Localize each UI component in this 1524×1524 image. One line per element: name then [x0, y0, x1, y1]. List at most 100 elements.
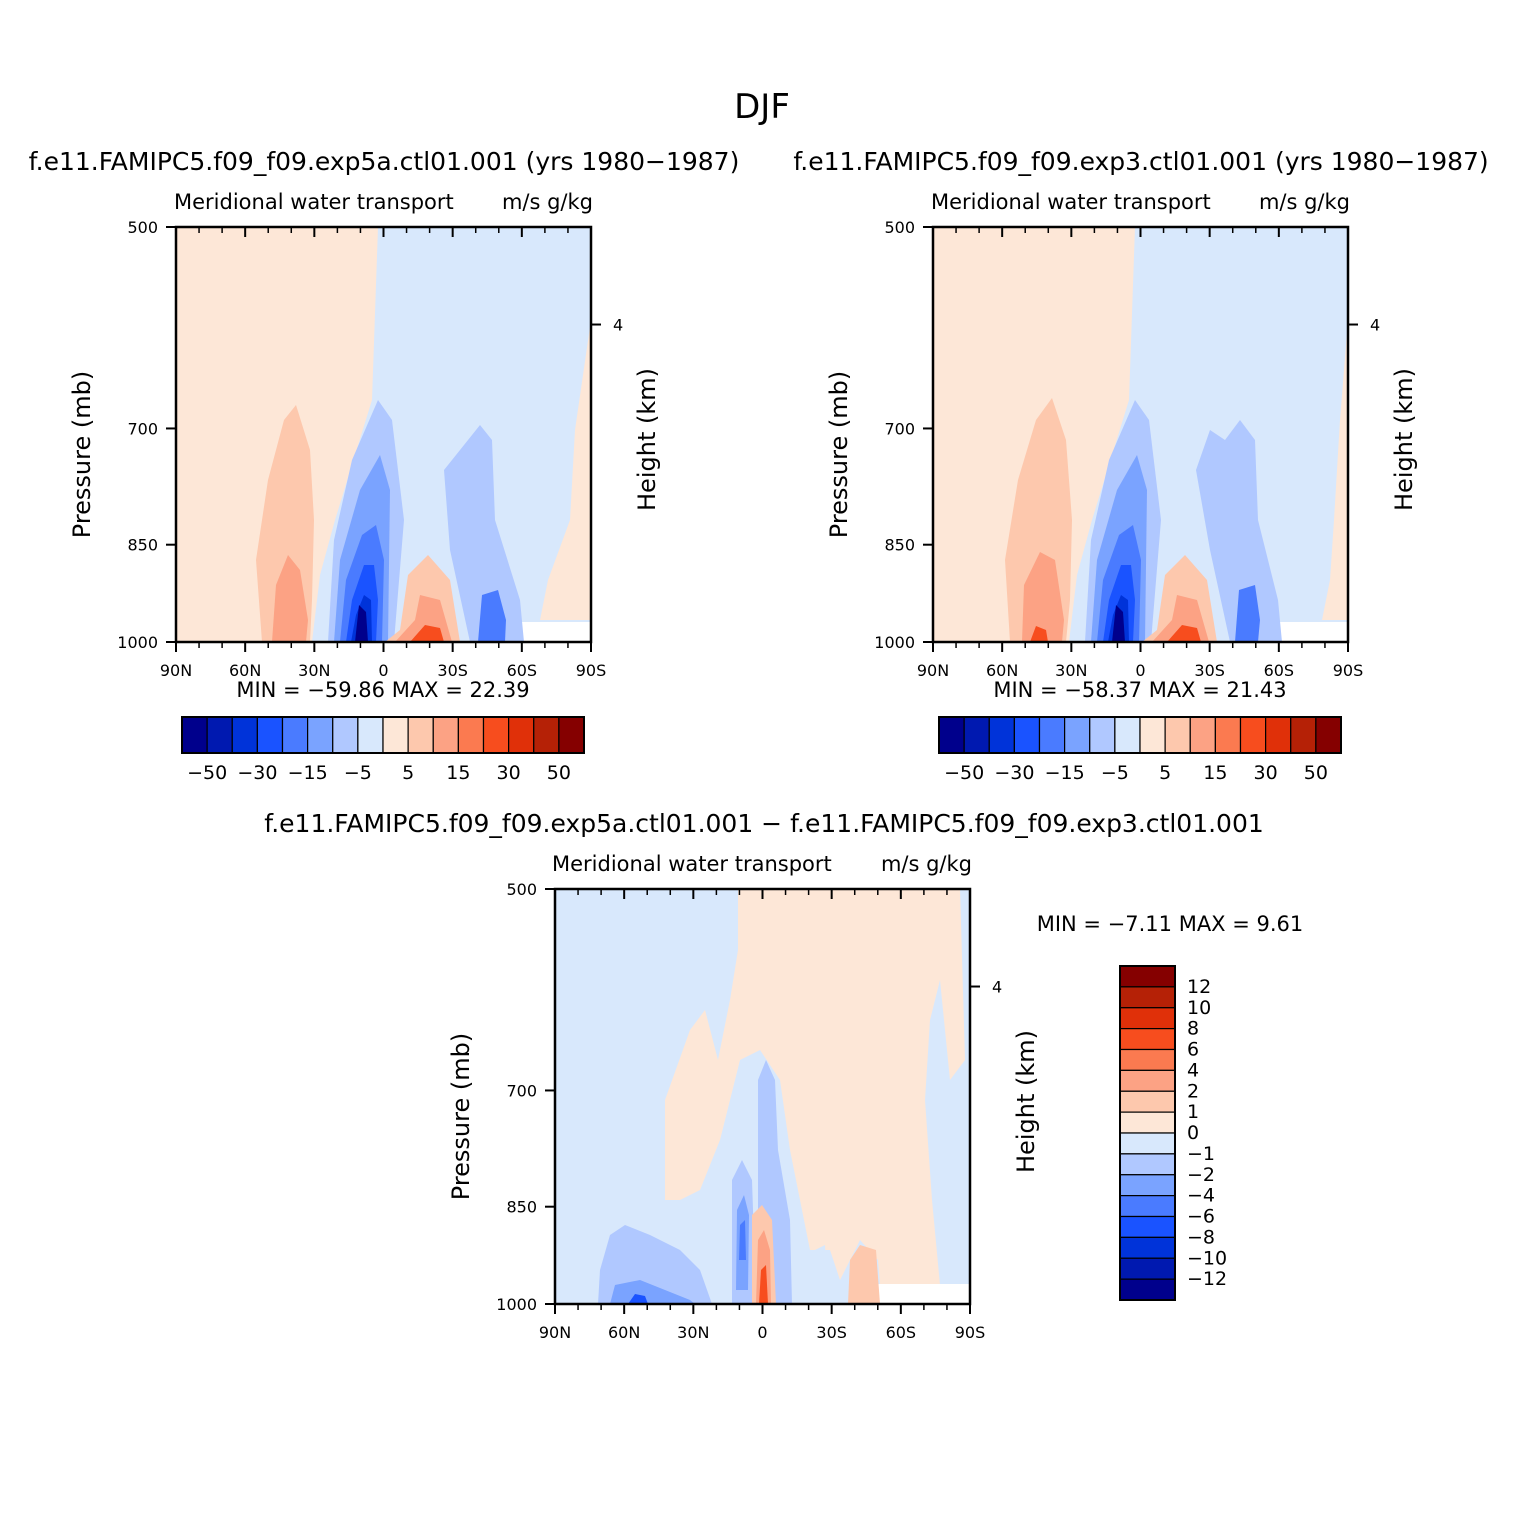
colorbar-label: −5: [1101, 762, 1129, 784]
colorbar-swatch: [407, 716, 434, 754]
panel-3-contour-neg-4-north: [628, 1294, 648, 1304]
x-tick-label: 60S: [886, 1323, 917, 1342]
colorbar-swatch: [1119, 965, 1176, 988]
panel-3-axes: 90N 60N 30N 0 30S 60S 90S 500 700 850 1000 4 Pressur…: [447, 880, 1040, 1342]
colorbar-frame: [181, 716, 585, 754]
panel-3-contour-pos-6-equator: [759, 1265, 768, 1304]
x-tick-label: 30S: [816, 1323, 847, 1342]
x-tick-label: 60S: [1264, 661, 1295, 680]
panel-1-contours: [176, 227, 591, 642]
x-tick-label: 0: [378, 661, 388, 680]
colorbar-swatch: [1119, 1028, 1176, 1051]
panel-2-contour-neg-7-equator: [1112, 605, 1125, 642]
colorbar-label: 2: [1187, 1080, 1199, 1102]
panel-3-contour-neg-4-equator: [739, 1220, 746, 1260]
panel-2-contours: [933, 227, 1348, 642]
colorbar-swatch: [1119, 1132, 1176, 1155]
panel-3-contour-positive-high-left: [738, 889, 752, 1000]
colorbar-label: 5: [1159, 762, 1171, 784]
x-tick-label: 30S: [437, 661, 468, 680]
panel-2-min-max: MIN = −58.37 MAX = 21.43: [993, 678, 1286, 702]
colorbar-label: 0: [1187, 1122, 1199, 1144]
colorbar-swatch: [1119, 1048, 1176, 1071]
y-tick-label: 850: [127, 536, 158, 555]
panel-1-contour-north-positive: [176, 227, 378, 642]
colorbar-label: 4: [1187, 1059, 1199, 1081]
panel-3-contours: [555, 889, 970, 1304]
y2-tick-label: 4: [1370, 316, 1380, 335]
panel-1-contour-neg-2-south: [444, 425, 524, 642]
panel-1-contour-neg-4-south: [478, 590, 506, 642]
panel-1-contour-pos-6-south: [410, 625, 444, 642]
colorbar-label: −50: [187, 762, 227, 784]
panel-1-contour-south-positive: [540, 320, 591, 620]
colorbar-swatch: [1119, 1278, 1176, 1301]
colorbar-label: 8: [1187, 1018, 1199, 1040]
colorbar-label: −15: [288, 762, 328, 784]
x-tick-label: 0: [757, 1323, 767, 1342]
y-tick-label: 500: [506, 880, 537, 899]
panel-1-contour-missing: [505, 622, 591, 642]
colorbar-label: −5: [344, 762, 372, 784]
panel-1-left-title: Meridional water transport: [174, 190, 454, 214]
colorbar-label: −30: [237, 762, 277, 784]
panel-3-case-title: f.e11.FAMIPC5.f09_f09.exp5a.ctl01.001 − …: [264, 809, 1264, 838]
colorbar-swatch: [1214, 716, 1242, 754]
colorbar-swatch: [1119, 1069, 1176, 1092]
panel-3-min-max: MIN = −7.11 MAX = 9.61: [1037, 912, 1304, 936]
x-tick-label: 90S: [576, 661, 607, 680]
panel-2-contour-south-positive: [1322, 320, 1348, 620]
colorbar-swatch: [432, 716, 459, 754]
x-tick-label: 0: [1135, 661, 1145, 680]
colorbar-label: 5: [402, 762, 414, 784]
colorbar-swatch: [181, 716, 208, 754]
y2-axis-label: Height (km): [1390, 368, 1418, 511]
y2-axis-label: Height (km): [633, 368, 661, 511]
x-tick-label: 90S: [1333, 661, 1364, 680]
colorbar-label: 15: [446, 762, 470, 784]
colorbar-swatch: [1114, 716, 1141, 754]
panel-3-contour-pos-2-south: [848, 1245, 880, 1304]
colorbar-label: −2: [1187, 1164, 1215, 1186]
y-tick-label: 500: [884, 218, 915, 237]
panel-1-right-title: m/s g/kg: [502, 190, 593, 214]
colorbar-swatch: [1119, 1195, 1176, 1218]
panel-2-axes: 90N 60N 30N 0 30S 60S 90S 500 700 850 1000 4 Pressur…: [825, 218, 1418, 680]
y-tick-label: 700: [884, 419, 915, 438]
y-axis-label: Pressure (mb): [447, 1033, 475, 1200]
colorbar-label: −6: [1187, 1206, 1215, 1228]
colorbar-label: −30: [994, 762, 1034, 784]
colorbar-label: −10: [1187, 1247, 1227, 1269]
colorbar-swatch: [281, 716, 309, 754]
panel-1-case-title: f.e11.FAMIPC5.f09_f09.exp5a.ctl01.001 (y…: [29, 147, 740, 176]
panel-2-left-title: Meridional water transport: [931, 190, 1211, 214]
colorbar-swatch: [1119, 1257, 1176, 1280]
y-tick-label: 500: [127, 218, 158, 237]
colorbar-swatch: [508, 716, 535, 754]
x-tick-label: 90N: [160, 661, 192, 680]
figure-title: DJF: [734, 87, 790, 127]
x-tick-label: 30N: [677, 1323, 709, 1342]
panel-3-contour-positive-main: [665, 889, 965, 1285]
colorbar-label: −15: [1045, 762, 1085, 784]
colorbar-swatch: [1189, 716, 1216, 754]
colorbar-swatch: [1315, 716, 1342, 754]
x-tick-label: 30N: [298, 661, 330, 680]
colorbar-swatch: [1119, 986, 1176, 1009]
x-tick-label: 60N: [608, 1323, 640, 1342]
x-tick-label: 90N: [917, 661, 949, 680]
colorbar-label: 15: [1203, 762, 1227, 784]
panel-2-right-title: m/s g/kg: [1259, 190, 1350, 214]
panel-3-contour-neg-2-north: [610, 1280, 695, 1304]
colorbar-swatch: [231, 716, 258, 754]
panel-2-contour-pos-6-north: [1030, 626, 1048, 642]
colorbar-swatch: [1119, 1236, 1176, 1259]
y-tick-label: 1000: [874, 633, 915, 652]
y2-tick-label: 4: [613, 316, 623, 335]
panel-1-axes: 90N 60N 30N 0 30S 60S 90S 500 700 850 1000 4 Pressur…: [68, 218, 661, 680]
colorbar-label: 12: [1187, 976, 1211, 998]
colorbar-swatch: [1119, 1111, 1176, 1134]
colorbar-swatch: [1239, 716, 1267, 754]
colorbar-label: −50: [944, 762, 984, 784]
